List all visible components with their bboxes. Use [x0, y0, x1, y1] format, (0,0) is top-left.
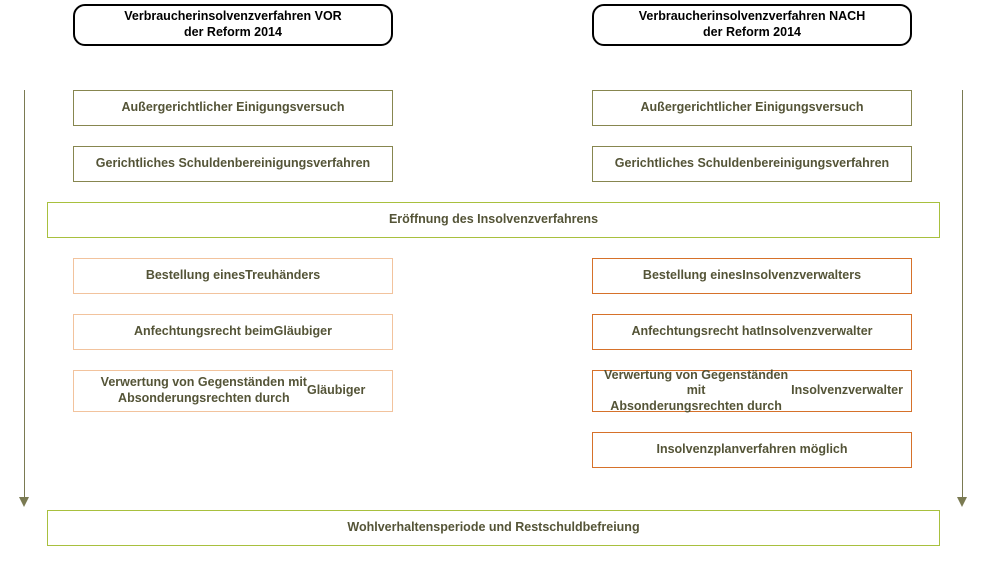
arrow-right-head [957, 497, 967, 507]
right-orange-1: Bestellung eines Insolvenzverwalters [592, 258, 912, 294]
header-right-line1: Verbraucherinsolvenzverfahren NACH [639, 9, 865, 23]
header-left-line2: der Reform 2014 [184, 25, 282, 39]
wide-eroeffnung: Eröffnung des Insolvenzverfahrens [47, 202, 940, 238]
left-step2: Gerichtliches Schuldenbereinigungsverfah… [73, 146, 393, 182]
right-step1: Außergerichtlicher Einigungsversuch [592, 90, 912, 126]
left-peach-2: Anfechtungsrecht beim Gläubiger [73, 314, 393, 350]
header-right: Verbraucherinsolvenzverfahren NACH der Re… [592, 4, 912, 46]
header-left: Verbraucherinsolvenzverfahren VOR der Ref… [73, 4, 393, 46]
left-step1: Außergerichtlicher Einigungsversuch [73, 90, 393, 126]
arrow-right-line [962, 90, 963, 498]
right-orange-3: Verwertung von Gegenständen mitAbsonderu… [592, 370, 912, 412]
arrow-left-line [24, 90, 25, 498]
left-peach-3: Verwertung von Gegenständen mitAbsonderu… [73, 370, 393, 412]
right-step2: Gerichtliches Schuldenbereinigungsverfah… [592, 146, 912, 182]
wide-wohlverhalten: Wohlverhaltensperiode und Restschuldbefr… [47, 510, 940, 546]
right-orange-2: Anfechtungsrecht hat Insolvenzverwalter [592, 314, 912, 350]
left-peach-1: Bestellung eines Treuhänders [73, 258, 393, 294]
right-orange-4: Insolvenzplanverfahren möglich [592, 432, 912, 468]
arrow-left-head [19, 497, 29, 507]
header-right-line2: der Reform 2014 [703, 25, 801, 39]
header-left-line1: Verbraucherinsolvenzverfahren VOR [124, 9, 341, 23]
